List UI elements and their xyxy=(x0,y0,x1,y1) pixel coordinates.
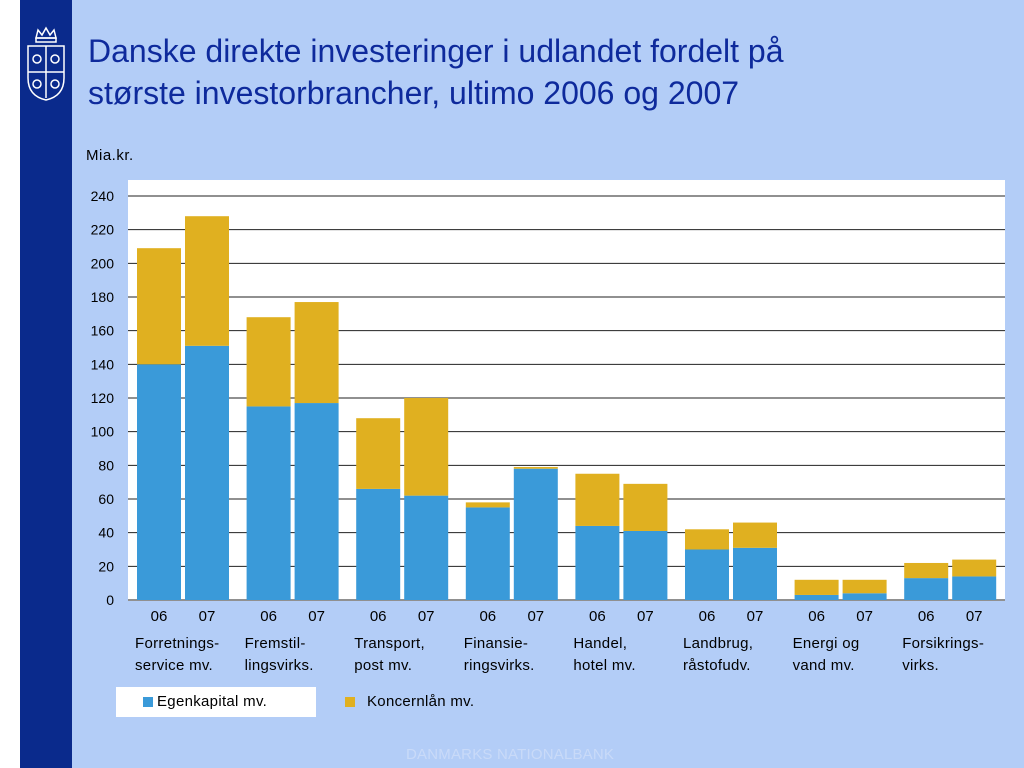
y-tick-label: 80 xyxy=(98,457,114,473)
bar-koncernlaan xyxy=(356,418,401,489)
bar-egenkapital xyxy=(246,406,291,600)
y-tick-label: 40 xyxy=(98,525,114,541)
bar-koncernlaan xyxy=(185,216,229,346)
x-year-label: 07 xyxy=(527,608,544,625)
category-label: post mv. xyxy=(354,657,412,674)
x-year-label: 07 xyxy=(418,608,435,625)
y-tick-label: 140 xyxy=(91,356,115,372)
bar-egenkapital xyxy=(842,593,887,600)
category-label: Forretnings- xyxy=(135,635,219,652)
x-year-label: 06 xyxy=(370,608,387,625)
legend-label-egenkapital: Egenkapital mv. xyxy=(157,693,268,710)
y-tick-label: 100 xyxy=(91,424,115,440)
page-title: Danske direkte investeringer i udlandet … xyxy=(88,30,988,114)
bar-koncernlaan xyxy=(575,473,620,526)
legend-swatch-koncernlaan xyxy=(345,696,355,707)
category-label: Finansie- xyxy=(464,635,528,652)
category-label: Energi og xyxy=(793,635,860,652)
left-blue-sidebar xyxy=(20,0,72,768)
y-tick-label: 220 xyxy=(91,222,115,238)
y-tick-label: 20 xyxy=(98,558,114,574)
bar-egenkapital xyxy=(904,578,949,600)
bar-koncernlaan xyxy=(404,398,449,496)
category-label: lingsvirks. xyxy=(245,657,314,674)
x-year-label: 07 xyxy=(856,608,873,625)
bar-koncernlaan xyxy=(246,317,291,407)
category-label: Landbrug, xyxy=(683,635,753,652)
footer-text: DANMARKS NATIONALBANK xyxy=(406,746,615,763)
x-year-label: 06 xyxy=(918,608,935,625)
category-label: vand mv. xyxy=(793,657,855,674)
category-label: Transport, xyxy=(354,635,425,652)
bar-koncernlaan xyxy=(794,579,839,595)
legend-item-koncernlaan: Koncernlån mv. xyxy=(345,693,474,710)
bar-egenkapital xyxy=(513,468,558,600)
legend-label-koncernlaan: Koncernlån mv. xyxy=(367,693,475,710)
category-label: ringsvirks. xyxy=(464,657,535,674)
bar-egenkapital xyxy=(794,594,839,600)
left-white-strip xyxy=(0,0,20,768)
y-tick-label: 200 xyxy=(91,255,115,271)
category-label: service mv. xyxy=(135,657,213,674)
y-axis-unit-label: Mia.kr. xyxy=(86,147,134,164)
x-year-label: 07 xyxy=(747,608,764,625)
x-year-label: 07 xyxy=(308,608,325,625)
bar-egenkapital xyxy=(185,345,229,600)
category-label: virks. xyxy=(902,657,939,674)
y-tick-label: 180 xyxy=(91,289,115,305)
bar-egenkapital xyxy=(356,488,401,600)
bar-koncernlaan xyxy=(952,559,997,577)
bar-koncernlaan xyxy=(733,522,777,548)
category-label: Fremstil- xyxy=(245,635,306,652)
bar-egenkapital xyxy=(294,403,339,600)
bar-egenkapital xyxy=(952,576,997,600)
bar-egenkapital xyxy=(623,530,668,600)
bar-koncernlaan xyxy=(294,302,339,404)
bar-egenkapital xyxy=(465,507,510,600)
category-label: hotel mv. xyxy=(573,657,635,674)
x-year-label: 06 xyxy=(260,608,277,625)
y-tick-label: 60 xyxy=(98,491,114,507)
y-axis-ticks: 0 20 40 60 80 100 120 140 160 180 200 220 240 xyxy=(91,188,115,608)
bars xyxy=(137,216,997,600)
x-year-label: 07 xyxy=(966,608,983,625)
bar-egenkapital xyxy=(575,525,620,600)
x-year-label: 07 xyxy=(637,608,654,625)
bar-egenkapital xyxy=(733,547,777,600)
y-tick-label: 240 xyxy=(91,188,115,204)
y-tick-label: 160 xyxy=(91,323,115,339)
x-year-label: 06 xyxy=(151,608,168,625)
bar-koncernlaan xyxy=(465,502,510,508)
category-label: råstofudv. xyxy=(683,657,751,674)
bar-egenkapital xyxy=(685,549,729,600)
y-tick-label: 120 xyxy=(91,390,115,406)
category-label: Forsikrings- xyxy=(902,635,984,652)
x-year-label: 07 xyxy=(199,608,216,625)
x-year-label: 06 xyxy=(589,608,606,625)
bar-koncernlaan xyxy=(137,248,181,365)
title-line-2: største investorbrancher, ultimo 2006 og… xyxy=(88,75,740,111)
legend-item-egenkapital: Egenkapital mv. xyxy=(143,693,267,710)
x-year-label: 06 xyxy=(479,608,496,625)
bar-koncernlaan xyxy=(623,483,668,531)
bar-egenkapital xyxy=(404,495,449,600)
bar-koncernlaan xyxy=(842,579,887,594)
bar-koncernlaan xyxy=(513,467,558,469)
bar-koncernlaan xyxy=(904,562,949,579)
y-tick-label: 0 xyxy=(106,592,114,608)
royal-crest-icon xyxy=(27,26,65,101)
legend-swatch-egenkapital xyxy=(143,696,153,707)
x-year-label: 06 xyxy=(808,608,825,625)
bar-egenkapital xyxy=(137,364,181,600)
bar-koncernlaan xyxy=(685,529,729,550)
x-year-label: 06 xyxy=(699,608,716,625)
title-line-1: Danske direkte investeringer i udlandet … xyxy=(88,33,784,69)
category-label: Handel, xyxy=(573,635,627,652)
